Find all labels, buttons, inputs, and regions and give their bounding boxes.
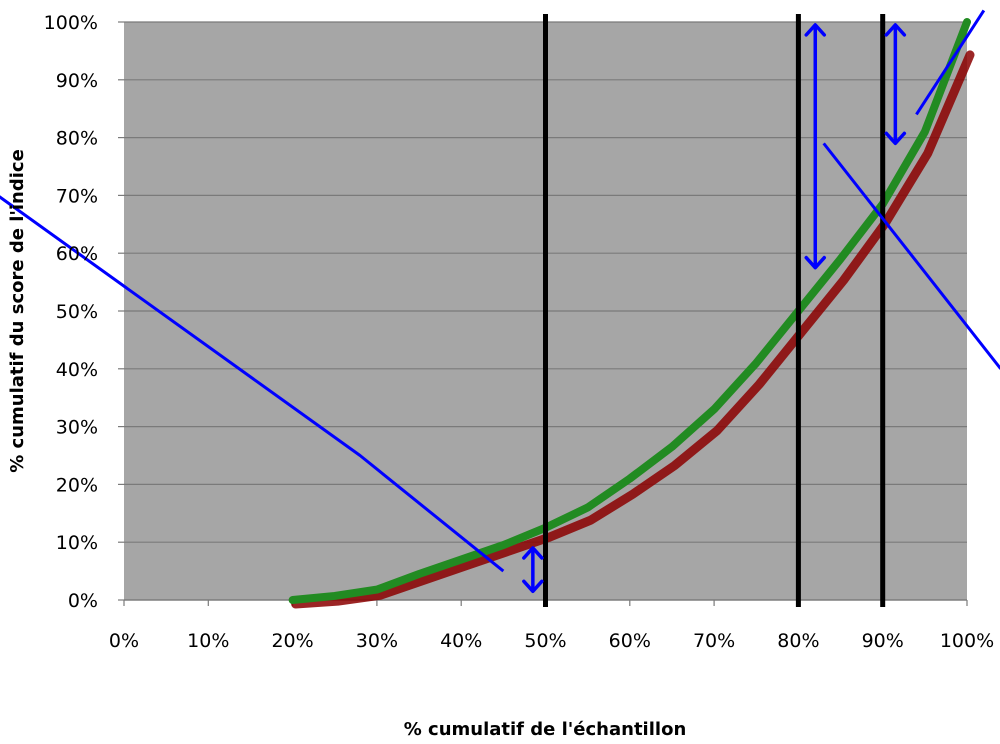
reference-lines <box>543 14 886 607</box>
x-tick-label: 40% <box>440 630 482 652</box>
double-arrow-head-down <box>804 255 827 270</box>
x-tick-label: 60% <box>609 630 651 652</box>
y-axis-title: % cumulatif du score de l'indice <box>7 149 28 473</box>
y-tick-label: 90% <box>56 70 98 92</box>
double-arrows <box>522 23 907 594</box>
x-axis-title: % cumulatif de l'échantillon <box>404 719 687 740</box>
y-tick-label: 0% <box>68 590 98 612</box>
y-tick-label: 100% <box>44 12 98 34</box>
series-group <box>288 18 975 609</box>
series-line-dark-red <box>291 50 975 609</box>
double-arrow-head-up <box>522 546 544 560</box>
y-tick-label: 50% <box>56 301 98 323</box>
overlay-lines <box>0 9 1000 573</box>
y-tick-label: 30% <box>56 417 98 439</box>
x-tick-labels: 0% 10% 20% 30% 40% 50% 60% 70% 80% 90% 100% <box>109 630 994 652</box>
double-arrow-head-down <box>522 579 544 594</box>
x-tick-label: 20% <box>271 630 313 652</box>
y-tick-label: 40% <box>56 359 98 381</box>
y-tick-label: 10% <box>56 532 98 554</box>
overlay-line <box>915 9 986 116</box>
x-tick-label: 0% <box>109 630 139 652</box>
series-line-green <box>288 18 971 604</box>
x-tick-label: 100% <box>940 630 994 652</box>
double-arrow-head-up <box>884 23 907 37</box>
y-tick-label: 20% <box>56 474 98 496</box>
double-arrow-head-up <box>804 23 827 37</box>
x-tick-label: 90% <box>862 630 904 652</box>
double-arrow-head-down <box>884 131 907 146</box>
y-tick-label: 80% <box>56 128 98 150</box>
x-tick-label: 30% <box>356 630 398 652</box>
y-tick-label: 60% <box>56 243 98 265</box>
x-tick-label: 10% <box>187 630 229 652</box>
y-tick-label: 70% <box>56 185 98 207</box>
y-tick-labels: 0% 10% 20% 30% 40% 50% 60% 70% 80% 90% 100% <box>44 12 98 612</box>
overlay-line <box>822 142 1000 370</box>
x-tick-label: 70% <box>693 630 735 652</box>
x-tick-label: 50% <box>524 630 566 652</box>
overlay-line <box>0 195 505 573</box>
x-tick-label: 80% <box>777 630 819 652</box>
